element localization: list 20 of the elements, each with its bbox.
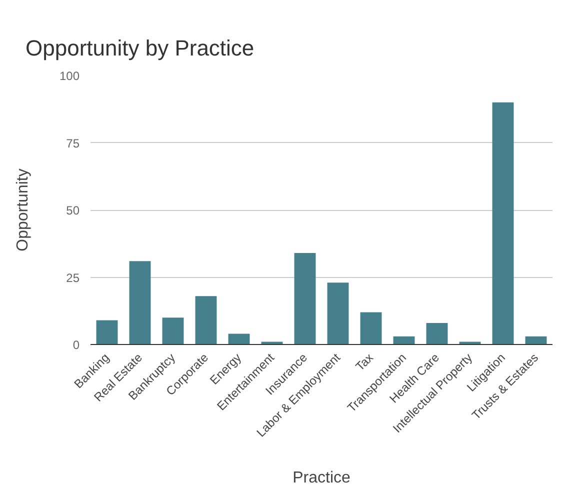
bar — [327, 282, 349, 344]
y-tick-label: 25 — [66, 270, 80, 285]
y-tick-label: 50 — [66, 204, 80, 218]
chart-title: Opportunity by Practice — [26, 36, 254, 60]
bar — [129, 261, 151, 344]
bar — [96, 320, 118, 344]
bar — [492, 102, 514, 344]
bar — [195, 296, 217, 344]
y-axis-title: Opportunity — [14, 168, 32, 252]
bar — [294, 253, 316, 344]
bar — [228, 334, 250, 344]
y-tick-label: 75 — [66, 136, 80, 150]
bar — [162, 318, 184, 344]
bar — [393, 336, 415, 344]
bar — [525, 336, 547, 344]
bar — [360, 312, 382, 344]
bar — [426, 322, 448, 344]
y-tick-label: 0 — [72, 338, 80, 352]
x-axis-title: Practice — [292, 470, 350, 487]
y-tick-label: 100 — [59, 69, 80, 83]
